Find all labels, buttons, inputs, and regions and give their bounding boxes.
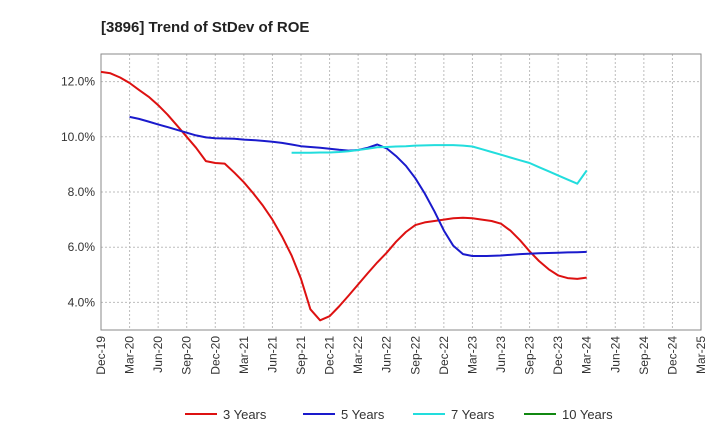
y-tick-label: 10.0% (61, 130, 95, 144)
x-tick-label: Dec-20 (208, 336, 222, 375)
x-tick-label: Dec-19 (94, 336, 108, 375)
x-tick-label: Dec-22 (437, 336, 451, 375)
x-tick-label: Jun-23 (494, 336, 508, 373)
y-tick-label: 4.0% (68, 295, 96, 309)
x-tick-label: Jun-21 (265, 336, 279, 373)
chart-title: [3896] Trend of StDev of ROE (101, 19, 309, 36)
plot-area (100, 53, 702, 331)
x-tick-label: Mar-23 (465, 336, 479, 374)
x-tick-label: Jun-20 (151, 336, 165, 373)
x-tick-label: Mar-22 (351, 336, 365, 374)
series-line (291, 144, 588, 185)
legend-label: 5 Years (341, 407, 385, 422)
x-tick-label: Mar-20 (123, 336, 137, 374)
series-line (100, 70, 587, 322)
series-line (129, 115, 587, 257)
x-tick-label: Jun-24 (608, 336, 622, 373)
y-axis: 4.0% 6.0% 8.0% 10.0% 12.0% (61, 75, 95, 310)
x-tick-label: Sep-20 (180, 336, 194, 375)
x-tick-label: Mar-24 (580, 336, 594, 374)
x-axis: Dec-19 Mar-20 Jun-20 Sep-20 Dec-20 Mar-21 Jun-… (94, 336, 708, 375)
legend: 3 Years 5 Years 7 Years 10 Years (185, 407, 613, 422)
x-tick-label: Sep-24 (637, 336, 651, 375)
x-tick-label: Dec-21 (323, 336, 337, 375)
x-tick-label: Mar-21 (237, 336, 251, 374)
x-tick-label: Jun-22 (380, 336, 394, 373)
x-tick-label: Dec-24 (665, 336, 679, 375)
series-lines (100, 70, 588, 322)
x-tick-label: Dec-23 (551, 336, 565, 375)
x-tick-label: Mar-25 (694, 336, 708, 374)
x-tick-label: Sep-21 (294, 336, 308, 375)
grid-lines (101, 54, 701, 330)
legend-label: 3 Years (223, 407, 267, 422)
y-tick-label: 12.0% (61, 75, 95, 89)
x-tick-label: Sep-23 (523, 336, 537, 375)
y-tick-label: 8.0% (68, 185, 96, 199)
legend-label: 7 Years (451, 407, 495, 422)
y-tick-label: 6.0% (68, 240, 96, 254)
legend-label: 10 Years (562, 407, 613, 422)
x-tick-label: Sep-22 (408, 336, 422, 375)
